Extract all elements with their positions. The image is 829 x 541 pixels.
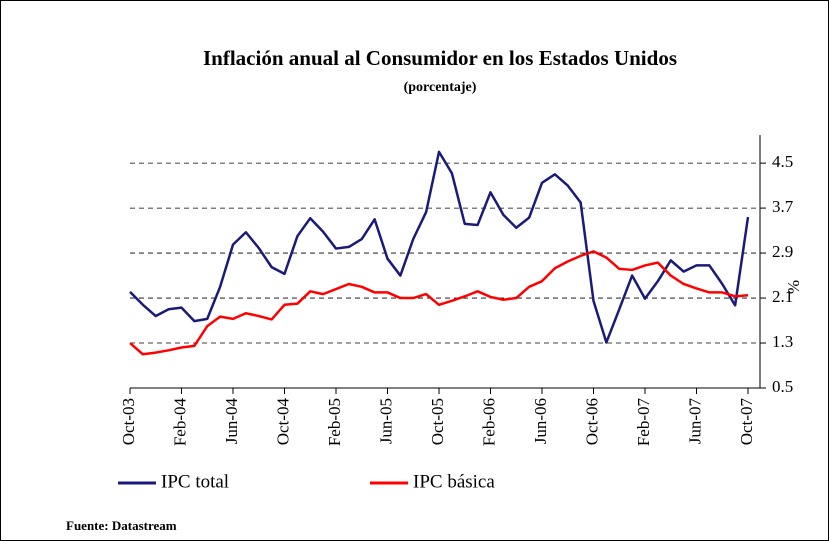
- chart-title: Inflación anual al Consumidor en los Est…: [203, 46, 677, 70]
- y-tick-label: 4.5: [772, 152, 793, 171]
- chart-subtitle: (porcentaje): [404, 80, 477, 95]
- x-tick-label: Feb-06: [479, 398, 498, 446]
- y-tick-label: 1.3: [772, 332, 793, 351]
- y-axis-label: %: [784, 280, 803, 294]
- y-tick-label: 3.7: [772, 197, 794, 216]
- series-line: [129, 250, 749, 356]
- x-tick-label: Oct-05: [428, 398, 447, 445]
- x-tick-label: Oct-04: [273, 398, 292, 446]
- x-tick-label: Jun-07: [685, 398, 704, 445]
- x-tick-label: Feb-07: [634, 398, 653, 447]
- legend-label: IPC total: [161, 471, 229, 492]
- y-tick-label: 2.9: [772, 242, 793, 261]
- legend-label: IPC básica: [413, 471, 495, 492]
- x-tick-label: Oct-07: [737, 398, 756, 446]
- x-tick-label: Jun-04: [222, 398, 241, 445]
- x-tick-label: Oct-03: [119, 398, 138, 445]
- x-tick-label: Feb-04: [170, 398, 189, 447]
- x-tick-label: Jun-06: [531, 398, 550, 444]
- x-tick-label: Oct-06: [582, 398, 601, 445]
- series-line: [129, 150, 750, 344]
- y-tick-label: 2.1: [772, 287, 793, 306]
- y-tick-label: 0.5: [772, 377, 793, 396]
- source: Fuente: Datastream: [66, 518, 177, 533]
- x-tick-label: Jun-05: [376, 398, 395, 444]
- x-tick-label: Feb-05: [325, 398, 344, 446]
